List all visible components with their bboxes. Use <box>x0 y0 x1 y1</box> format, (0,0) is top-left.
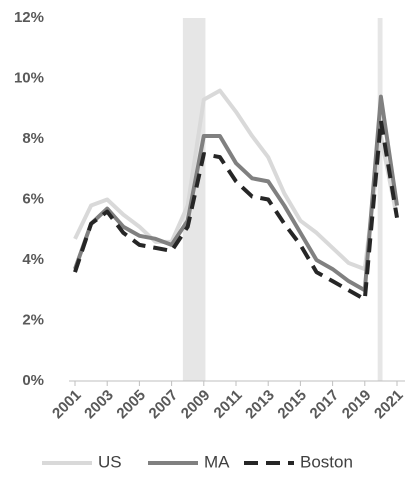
y-tick-label: 12% <box>14 9 44 26</box>
x-tick-label: 2009 <box>178 387 214 423</box>
series-line <box>73 118 399 302</box>
x-tick-label: 2017 <box>307 387 343 423</box>
x-tick-label: 2003 <box>81 387 117 423</box>
y-tick-label: 8% <box>22 130 44 147</box>
shaded-period <box>377 18 383 381</box>
legend-label: MA <box>204 452 230 471</box>
y-tick-label: 0% <box>22 372 44 389</box>
x-tick-label: 2013 <box>242 387 278 423</box>
series-line <box>73 88 399 272</box>
x-tick-label: 2005 <box>113 387 149 423</box>
x-tick-label: 2001 <box>49 387 85 423</box>
x-tick-label: 2007 <box>146 387 182 423</box>
y-tick-label: 2% <box>22 311 44 328</box>
legend-label: Boston <box>300 452 353 471</box>
y-tick-label: 4% <box>22 251 44 268</box>
legend-label: US <box>98 452 122 471</box>
y-tick-label: 10% <box>14 69 44 86</box>
x-tick-label: 2015 <box>274 387 310 423</box>
x-tick-label: 2021 <box>371 387 407 423</box>
x-tick-label: 2011 <box>211 387 246 422</box>
series-line <box>73 94 399 293</box>
x-tick-label: 2019 <box>339 387 375 423</box>
y-tick-label: 6% <box>22 190 44 207</box>
